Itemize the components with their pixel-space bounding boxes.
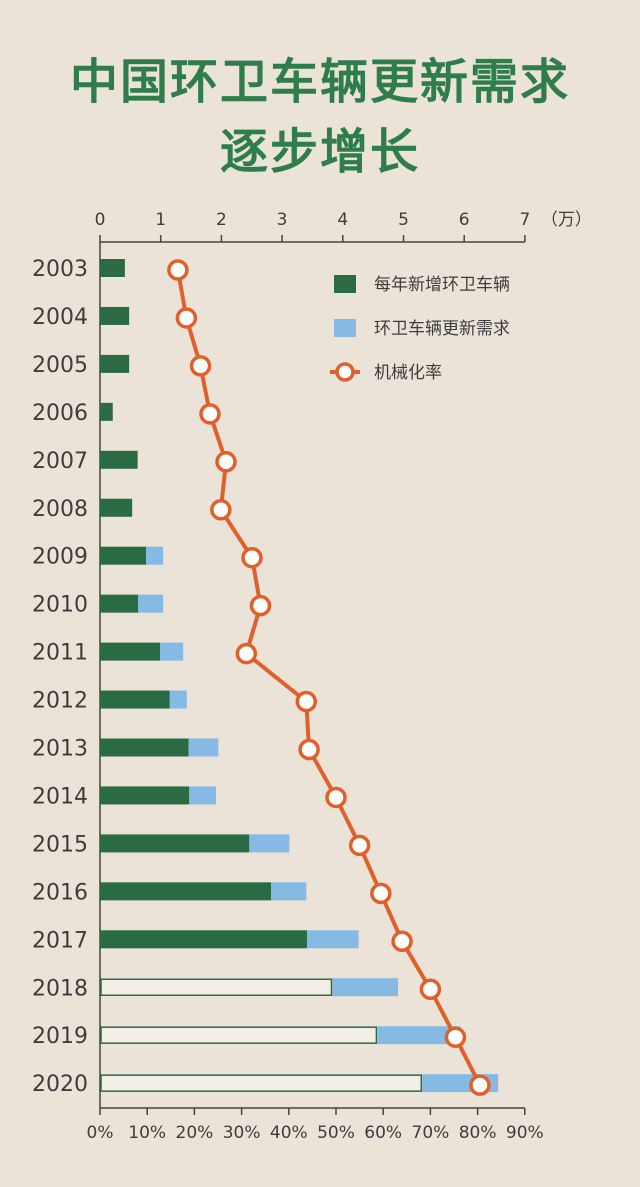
legend-swatch-new-vehicles xyxy=(334,275,356,293)
year-label: 2005 xyxy=(32,353,88,378)
year-label: 2004 xyxy=(32,305,88,330)
year-label: 2013 xyxy=(32,737,88,762)
year-label: 2019 xyxy=(32,1024,88,1049)
bar-renewal-demand xyxy=(169,690,187,709)
mechanization-rate-point xyxy=(199,403,221,425)
mechanization-rate-point xyxy=(241,546,263,569)
year-label: 2010 xyxy=(32,593,88,618)
bar-renewal-demand xyxy=(189,786,216,805)
top-axis-tick-label: 4 xyxy=(337,210,348,230)
bar-new-vehicles xyxy=(100,450,138,469)
top-axis-tick-label: 0 xyxy=(95,210,106,230)
chart-title-line1: 中国环卫车辆更新需求 xyxy=(69,54,570,110)
top-axis-tick-label: 1 xyxy=(155,210,166,230)
year-label: 2012 xyxy=(32,689,88,714)
top-axis-tick-label: 5 xyxy=(398,210,409,230)
top-axis-tick-label: 2 xyxy=(216,210,227,230)
bar-new-vehicles xyxy=(100,594,139,613)
legend-label: 每年新增环卫车辆 xyxy=(374,275,510,295)
bar-renewal-demand xyxy=(306,930,359,949)
bottom-axis-tick-label: 10% xyxy=(128,1123,166,1143)
year-label: 2011 xyxy=(32,641,88,666)
mechanization-rate-point xyxy=(175,307,198,329)
year-label: 2009 xyxy=(32,545,88,570)
bottom-axis-tick-label: 30% xyxy=(223,1123,261,1143)
bottom-axis-tick-label: 50% xyxy=(317,1123,355,1143)
bar-new-vehicles xyxy=(100,834,250,853)
bar-renewal-demand xyxy=(249,834,290,853)
bar-renewal-demand xyxy=(332,978,399,997)
bar-new-vehicles-projected xyxy=(100,1074,423,1092)
year-label: 2018 xyxy=(32,976,88,1001)
mechanization-rate-point xyxy=(325,786,347,809)
year-label: 2006 xyxy=(32,401,88,426)
mechanization-rate-point xyxy=(215,451,237,473)
top-axis-tick-label: 7 xyxy=(519,210,530,230)
mechanization-rate-point xyxy=(167,259,189,281)
mechanization-rate-point xyxy=(419,978,442,1000)
legend-label: 机械化率 xyxy=(374,363,442,383)
year-label: 2015 xyxy=(32,832,88,857)
bar-new-vehicles xyxy=(100,738,189,757)
year-label: 2007 xyxy=(32,449,88,474)
top-axis-tick-label: 3 xyxy=(277,210,288,230)
top-axis-tick-label: 6 xyxy=(459,210,470,230)
bar-renewal-demand xyxy=(138,594,164,613)
mechanization-rate-point xyxy=(391,930,413,953)
legend-label: 环卫车辆更新需求 xyxy=(374,319,510,339)
bar-new-vehicles xyxy=(100,546,147,565)
bar-new-vehicles xyxy=(100,354,130,373)
legend-swatch-rate-point xyxy=(335,362,355,382)
bottom-axis-tick-label: 20% xyxy=(176,1123,214,1143)
chart-title-line2: 逐步增长 xyxy=(219,124,420,180)
bottom-axis-tick-label: 70% xyxy=(412,1123,450,1143)
top-axis-unit-label: （万） xyxy=(541,210,592,230)
bar-renewal-demand xyxy=(377,1026,461,1045)
mechanization-rate-point xyxy=(210,499,232,521)
bar-new-vehicles xyxy=(100,306,130,325)
mechanization-rate-point xyxy=(348,834,371,857)
bar-new-vehicles xyxy=(100,882,272,901)
year-label: 2016 xyxy=(32,880,88,905)
year-label: 2003 xyxy=(32,257,88,282)
mechanization-rate-point xyxy=(370,882,392,905)
mechanization-rate-point xyxy=(469,1074,491,1096)
mechanization-rate-point xyxy=(298,738,320,761)
bar-new-vehicles xyxy=(100,498,133,517)
bottom-axis-tick-label: 90% xyxy=(506,1123,544,1143)
bottom-axis-tick-label: 0% xyxy=(87,1123,114,1143)
mechanization-rate-point xyxy=(235,642,258,665)
bar-new-vehicles xyxy=(100,402,113,421)
bar-new-vehicles xyxy=(100,259,125,277)
mechanization-rate-line xyxy=(175,269,482,1087)
bar-renewal-demand xyxy=(160,642,184,661)
mechanization-rate-point xyxy=(444,1026,467,1048)
bottom-axis-tick-label: 40% xyxy=(270,1123,308,1143)
mechanization-rate-point xyxy=(249,594,272,617)
year-label: 2017 xyxy=(32,928,88,953)
bottom-axis-tick-label: 60% xyxy=(364,1123,402,1143)
year-label: 2008 xyxy=(32,497,88,522)
bar-new-vehicles-projected xyxy=(100,978,333,996)
bar-new-vehicles-projected xyxy=(100,1026,378,1044)
bar-renewal-demand xyxy=(188,738,219,757)
bar-new-vehicles xyxy=(100,690,170,709)
bar-new-vehicles xyxy=(100,642,161,661)
bar-new-vehicles xyxy=(100,930,307,949)
mechanization-rate-point xyxy=(189,355,212,377)
bottom-axis-tick-label: 80% xyxy=(459,1123,497,1143)
legend-swatch-renewal-demand xyxy=(334,319,356,337)
year-label: 2020 xyxy=(32,1072,88,1097)
year-label: 2014 xyxy=(32,784,88,809)
mechanization-rate-point xyxy=(295,690,318,713)
bar-new-vehicles xyxy=(100,786,190,805)
bar-renewal-demand xyxy=(146,546,164,565)
bar-renewal-demand xyxy=(271,882,307,901)
